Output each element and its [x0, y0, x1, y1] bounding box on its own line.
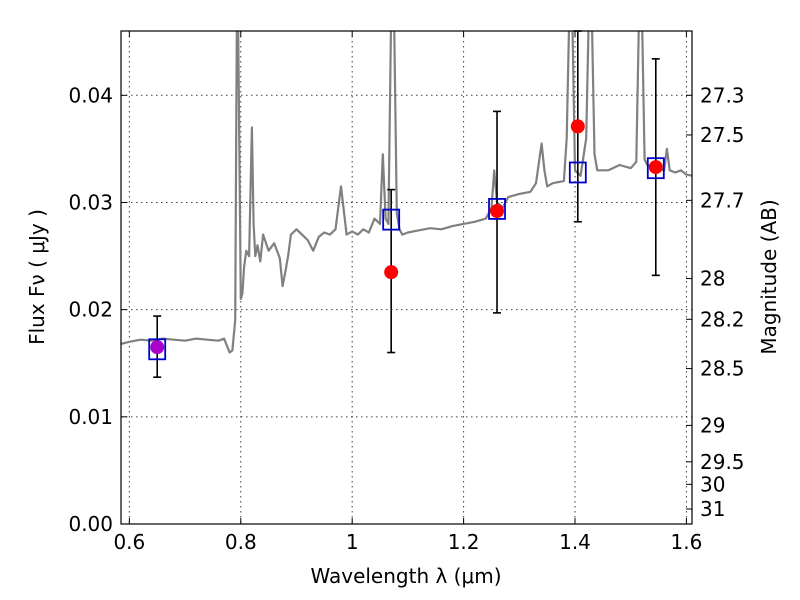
- x-tick-label: 1: [346, 530, 359, 554]
- y-tick-label: 0.00: [68, 512, 113, 536]
- y2-tick-label: 30: [700, 472, 725, 496]
- x-tick-label: 0.8: [225, 530, 257, 554]
- model-photometry-square: [382, 208, 401, 231]
- y-tick-label: 0.02: [68, 298, 113, 322]
- spectrum-line: [121, 31, 692, 354]
- x-tick-label: 1.2: [448, 530, 480, 554]
- model-photometry-square: [488, 198, 506, 220]
- plot-area: [121, 31, 692, 354]
- axis-ticks: [121, 31, 692, 525]
- y-axis-label: Flux Fν ( μJy ): [25, 209, 49, 345]
- tick-labels: 0.6 0.8 1 1.2 1.4 1.6 0.00 0.01 0.02 0.03 0.04 27.3…: [68, 83, 744, 554]
- y2-tick-label: 31: [700, 497, 725, 521]
- observed-photometry-point: [490, 204, 505, 219]
- model-photometry-square: [148, 338, 167, 361]
- marker-layer: [148, 30, 665, 378]
- y2-tick-label: 28: [700, 267, 725, 291]
- y2-axis-label: Magnitude (AB): [757, 199, 781, 354]
- y2-tick-label: 29.5: [700, 450, 745, 474]
- y2-tick-label: 27.7: [700, 188, 745, 212]
- observed-photometry-point: [570, 119, 585, 134]
- model-photometry-square: [568, 161, 587, 184]
- y2-tick-label: 27.5: [700, 123, 745, 147]
- observed-photometry-point: [384, 265, 399, 280]
- y2-tick-label: 27.3: [700, 83, 745, 107]
- x-axis-label: Wavelength λ (μm): [310, 564, 501, 588]
- y-tick-label: 0.01: [68, 405, 113, 429]
- observed-photometry-point: [648, 160, 663, 175]
- x-tick-label: 1.4: [559, 530, 591, 554]
- y2-tick-label: 29: [700, 413, 725, 437]
- plot-frame: [120, 30, 693, 525]
- y-tick-label: 0.04: [68, 83, 113, 107]
- x-tick-label: 1.6: [671, 530, 703, 554]
- y2-tick-label: 28.2: [700, 307, 745, 331]
- y2-tick-label: 28.5: [700, 357, 745, 381]
- y-tick-label: 0.03: [68, 190, 113, 214]
- model-photometry-square: [646, 157, 665, 180]
- x-tick-label: 0.6: [113, 530, 145, 554]
- observed-photometry-point: [150, 340, 165, 355]
- grid: [121, 31, 692, 524]
